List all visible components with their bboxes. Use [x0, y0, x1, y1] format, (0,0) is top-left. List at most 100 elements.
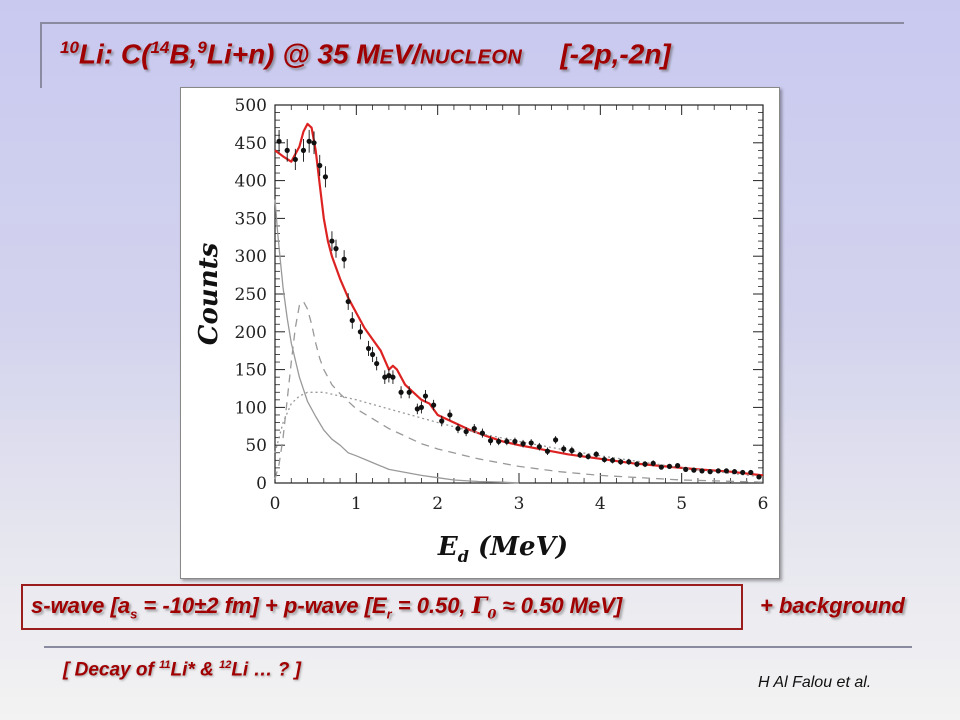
background-label: + background	[760, 593, 905, 618]
data-point	[276, 138, 282, 144]
y-axis-label: Counts	[194, 242, 224, 345]
y-tick-label: 0	[256, 474, 267, 494]
data-point	[642, 461, 648, 467]
y-tick-label: 200	[235, 323, 267, 343]
data-point	[740, 469, 746, 476]
x-tick-label: 4	[595, 494, 606, 514]
data-point	[317, 162, 323, 169]
data-point	[349, 317, 355, 324]
data-point	[601, 456, 607, 463]
data-point	[707, 469, 713, 475]
data-point	[398, 389, 404, 395]
data-point	[561, 446, 567, 452]
spectrum-chart-svg: 0 1 2 3 4 5 6 0 50 100 150 200 250 300 350 400 450 500 Co…	[194, 96, 769, 566]
y-tick-label: 300	[235, 247, 267, 267]
y-tick-label: 250	[235, 285, 267, 305]
data-point	[658, 464, 664, 470]
data-point	[756, 474, 762, 480]
data-point	[439, 418, 445, 424]
data-point	[370, 351, 376, 358]
data-point	[463, 428, 469, 435]
data-point	[650, 460, 656, 466]
x-tick-label: 1	[351, 494, 362, 514]
data-point	[593, 451, 599, 457]
data-point	[634, 461, 640, 467]
data-point	[618, 459, 624, 465]
fit-curve	[274, 122, 764, 477]
data-point	[715, 468, 721, 474]
data-point	[386, 373, 392, 379]
data-point	[691, 467, 697, 473]
data-point	[569, 447, 575, 454]
x-axis-label-sub: d	[458, 547, 469, 566]
bottom-rule	[44, 646, 912, 648]
x-tick-label: 3	[514, 494, 525, 514]
x-tick-label: 2	[432, 494, 443, 514]
y-tick-label: 450	[235, 134, 267, 154]
top-rule	[40, 22, 904, 24]
data-point	[496, 438, 502, 445]
x-axis-label-main: E	[437, 532, 459, 562]
data-point	[357, 329, 363, 335]
slide-title: 10Li: C(14B,9Li+n) @ 35 MEV/NUCLEON [-2p,…	[60, 38, 671, 70]
s-wave-curve	[274, 199, 520, 484]
data-point	[479, 430, 485, 436]
x-axis-label-unit: (MeV)	[469, 532, 568, 562]
data-point	[675, 463, 681, 469]
data-point	[292, 156, 298, 163]
data-point	[471, 425, 477, 432]
decay-note: [ Decay of 11Li* & 12Li … ? ]	[63, 659, 301, 681]
data-point	[322, 174, 329, 180]
data-point	[585, 453, 591, 460]
data-point	[431, 402, 437, 408]
data-point	[553, 437, 559, 443]
spectrum-plot: 0 1 2 3 4 5 6 0 50 100 150 200 250 300 350 400 450 500 Co…	[180, 87, 780, 579]
data-point	[577, 452, 583, 458]
data-point	[487, 438, 494, 444]
data-point	[365, 345, 372, 352]
x-axis-label: Ed (MeV)	[437, 532, 568, 566]
y-tick-label: 50	[245, 436, 267, 456]
data-point	[311, 140, 317, 146]
data-point	[406, 389, 412, 395]
data-point	[329, 238, 335, 244]
data-point	[341, 256, 347, 262]
data-point	[414, 406, 420, 412]
x-tick-label: 5	[676, 494, 687, 514]
data-point	[731, 469, 738, 475]
data-point	[418, 404, 424, 410]
data-point	[504, 438, 510, 445]
data-point	[544, 448, 551, 454]
x-tick-label: 0	[270, 494, 281, 514]
data-point	[447, 412, 453, 418]
data-point	[512, 438, 518, 445]
data-point	[300, 147, 307, 153]
data-point	[345, 298, 351, 305]
background-curve	[274, 391, 764, 478]
y-tick-label: 150	[235, 361, 267, 381]
data-point	[748, 469, 754, 476]
y-tick-label: 350	[235, 209, 267, 229]
data-point	[390, 374, 396, 380]
data-point	[422, 393, 429, 399]
data-point	[666, 463, 673, 469]
data-point	[626, 459, 632, 465]
fit-description: s-wave [as = -10±2 fm] + p-wave [Er = 0.…	[31, 593, 623, 623]
x-tick-label: 6	[758, 494, 769, 514]
data-point	[528, 440, 534, 446]
left-rule	[40, 22, 42, 88]
data-point	[333, 246, 339, 252]
data-point	[374, 360, 380, 367]
data-point	[683, 466, 689, 472]
author-credit: H Al Falou et al.	[758, 674, 872, 691]
data-point	[306, 138, 312, 144]
data-point	[284, 147, 290, 153]
data-point	[699, 468, 705, 474]
data-point	[723, 468, 730, 474]
data-point	[382, 374, 388, 380]
p-wave-curve	[274, 300, 764, 483]
y-tick-label: 100	[235, 398, 267, 418]
data-point	[609, 457, 616, 463]
y-tick-label: 500	[235, 96, 267, 116]
fit-description-box	[21, 584, 743, 630]
